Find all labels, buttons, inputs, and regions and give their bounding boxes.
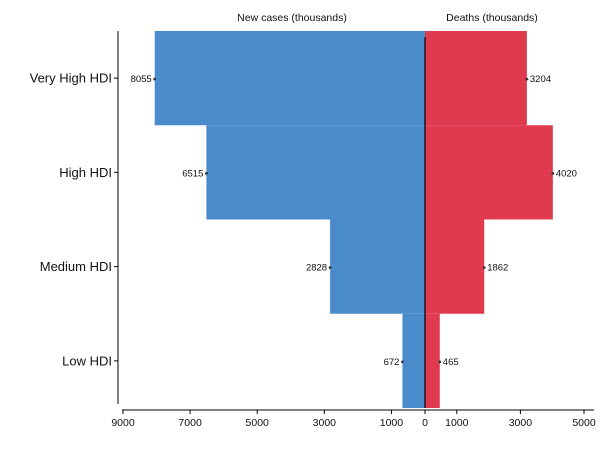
value-marker xyxy=(153,77,157,81)
header-deaths: Deaths (thousands) xyxy=(446,12,538,24)
category-label: High HDI xyxy=(59,165,112,180)
value-label-deaths: 465 xyxy=(443,357,459,368)
value-label-new-cases: 672 xyxy=(384,357,400,368)
value-marker xyxy=(551,171,555,175)
value-marker xyxy=(328,266,332,270)
value-marker xyxy=(438,360,442,364)
value-label-deaths: 4020 xyxy=(556,168,577,179)
value-marker xyxy=(525,77,529,81)
value-label-new-cases: 2828 xyxy=(306,263,327,274)
bar-deaths xyxy=(425,219,485,314)
header-new-cases: New cases (thousands) xyxy=(237,12,347,24)
category-label: Very High HDI xyxy=(30,71,112,86)
bar-new-cases xyxy=(330,219,425,314)
value-label-deaths: 1862 xyxy=(487,263,508,274)
x-tick-label: 7000 xyxy=(178,417,202,429)
bar-new-cases xyxy=(402,313,425,408)
category-label: Medium HDI xyxy=(40,259,112,274)
bar-new-cases xyxy=(154,31,425,126)
x-tick-label: 3000 xyxy=(313,417,337,429)
value-marker xyxy=(401,360,404,364)
x-tick-label: 1000 xyxy=(445,417,469,429)
value-label-deaths: 3204 xyxy=(530,74,551,85)
value-label-new-cases: 6515 xyxy=(182,168,203,179)
x-tick-label: 5000 xyxy=(572,417,596,429)
bar-new-cases xyxy=(206,125,425,220)
value-label-new-cases: 8055 xyxy=(131,74,152,85)
x-tick-label: 3000 xyxy=(509,417,533,429)
x-tick-label: 1000 xyxy=(380,417,404,429)
x-tick-label: 0 xyxy=(422,417,428,429)
bar-deaths xyxy=(425,313,440,408)
bar-deaths xyxy=(425,125,553,220)
bar-deaths xyxy=(425,31,527,126)
value-marker xyxy=(482,266,486,270)
category-label: Low HDI xyxy=(62,353,112,368)
value-marker xyxy=(204,171,208,175)
x-tick-label: 5000 xyxy=(246,417,270,429)
x-tick-label: 9000 xyxy=(111,417,135,429)
